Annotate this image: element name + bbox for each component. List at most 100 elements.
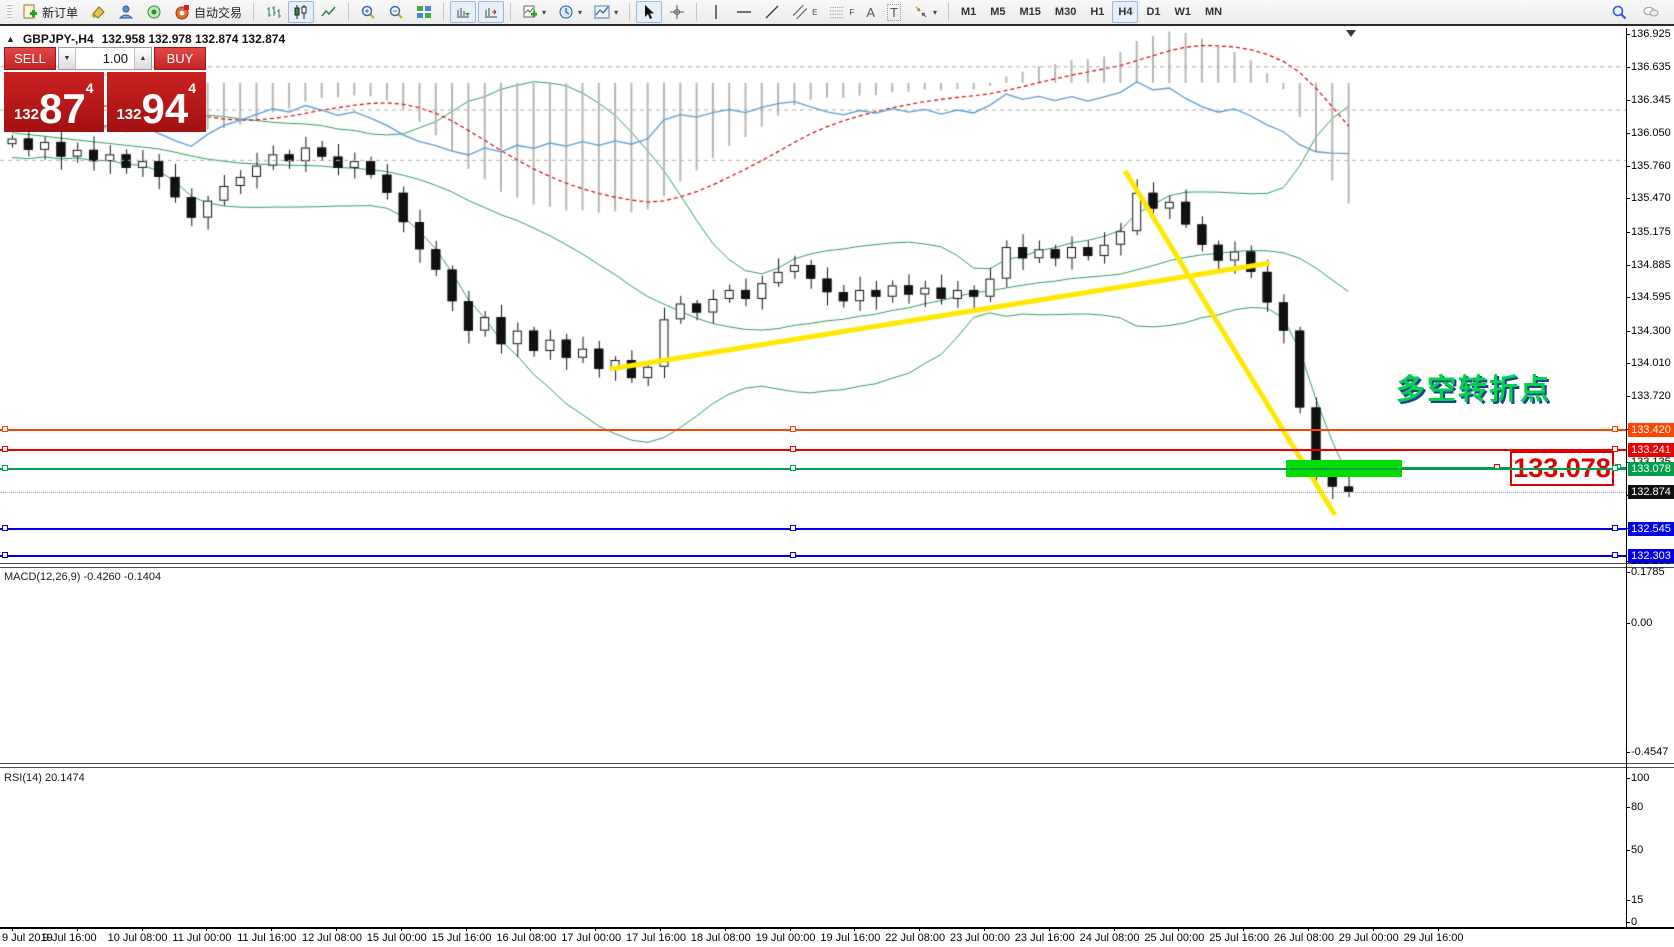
buy-price-pips: 94 [141,85,189,133]
volume-increase-button[interactable]: ▲ [134,48,151,69]
volume-decrease-button[interactable]: ▼ [59,48,76,69]
horizontal-level-line[interactable] [0,467,1626,470]
autotrade-icon [175,5,190,20]
trendline-tool-button[interactable] [759,1,785,23]
volume-input[interactable]: 1.00 [102,51,128,66]
chart-shift-marker[interactable] [1346,30,1356,37]
timeframe-m5-button[interactable]: M5 [984,1,1011,23]
sell-price-big-figure: 132 [13,106,39,123]
level-selection-handle[interactable] [1612,446,1618,453]
text-tool-icon: A [866,4,875,20]
candlestick-chart-button[interactable] [288,1,315,23]
level-selection-handle[interactable] [2,426,8,433]
timeframe-m30-button[interactable]: M30 [1049,1,1082,23]
toolbar-separator [510,3,512,21]
level-selection-handle[interactable] [2,464,8,471]
sell-quote-button[interactable]: 132 87 4 [4,72,104,132]
bid-price-line [0,491,1626,493]
level-selection-handle[interactable] [1612,552,1618,559]
time-tick-mark [1113,927,1115,931]
level-selection-handle[interactable] [1612,464,1618,471]
zoom-in-button[interactable] [355,1,381,23]
timeframe-h4-button[interactable]: H4 [1112,1,1139,23]
timeframe-label: W1 [1174,6,1192,18]
chinese-annotation-text[interactable]: 多空转折点 [1396,374,1552,406]
buy-button[interactable]: BUY [154,47,206,70]
cursor-icon [645,5,655,19]
price-tick-mark [1626,396,1630,398]
price-tick-label: 136.345 [1631,93,1671,106]
timeframe-h1-button[interactable]: H1 [1084,1,1110,23]
text-tool-button[interactable]: A [861,1,880,23]
toolbar-grip[interactable] [7,4,12,20]
autotrade-button[interactable]: 自动交易 [169,1,247,23]
time-axis-label: 16 Jul 08:00 [496,932,557,944]
horizontal-level-line[interactable] [0,527,1626,530]
time-axis-label: 29 Jul 16:00 [1403,932,1464,944]
timeframe-d1-button[interactable]: D1 [1140,1,1166,23]
hline-tool-button[interactable] [731,1,757,23]
rsi-pane-canvas[interactable] [0,28,1626,187]
horizontal-level-line[interactable] [0,449,1626,452]
chat-button[interactable] [1638,1,1664,23]
level-selection-handle[interactable] [790,426,796,433]
arrows-tool-dropdown[interactable]: ▾ [908,1,942,23]
price-axis-line [1626,28,1627,929]
time-tick-mark [336,927,337,931]
fibonacci-tool-button[interactable]: F [824,1,859,23]
channel-tool-button[interactable]: E [787,1,822,23]
macd-axis-label: 0.00 [1631,616,1653,629]
indicators-dropdown[interactable]: ▾ [589,1,623,23]
zoom-in-icon [361,5,375,19]
price-tick-label: 135.470 [1631,192,1671,205]
timeframe-m15-button[interactable]: M15 [1014,1,1047,23]
one-click-trading-panel: SELL ▼ 1.00 ▲ BUY 132 87 4 132 94 4 [4,47,206,132]
cursor-tool-button[interactable] [636,1,663,23]
volume-stepper: ▼ 1.00 ▲ [58,47,152,70]
buy-price-big-figure: 132 [116,106,142,123]
level-selection-handle[interactable] [1612,426,1618,433]
new-chart-dropdown[interactable]: ▾ [517,1,551,23]
rsi-axis-label: 100 [1631,772,1650,784]
level-selection-handle[interactable] [2,446,8,453]
dropdown-caret: ▾ [542,7,547,17]
level-selection-handle[interactable] [790,446,796,453]
styler-button[interactable] [85,1,111,23]
new-order-button[interactable]: 新订单 [17,1,83,23]
timeframe-m1-button[interactable]: M1 [955,1,982,23]
vline-tool-button[interactable] [703,1,729,23]
sell-button[interactable]: SELL [4,47,56,70]
rsi-tick-mark [1626,850,1630,851]
auto-scroll-button[interactable] [450,1,477,23]
rsi-pane-splitter[interactable] [0,763,1674,768]
level-selection-handle[interactable] [790,552,796,559]
level-selection-handle[interactable] [1612,524,1618,531]
macd-pane-splitter[interactable] [0,563,1674,568]
community-button[interactable] [113,1,139,23]
level-selection-handle[interactable] [2,552,8,559]
collapse-panel-arrow[interactable]: ▲ [6,34,15,44]
level-selection-handle[interactable] [790,524,796,531]
line-chart-button[interactable] [316,1,342,23]
signals-button[interactable] [141,1,167,23]
zoom-out-button[interactable] [383,1,409,23]
crosshair-tool-button[interactable] [664,1,690,23]
level-selection-handle[interactable] [2,524,8,531]
horizontal-level-line[interactable] [0,555,1626,558]
rsi-tick-mark [1626,922,1630,923]
tile-windows-button[interactable] [411,1,437,23]
timeframe-mn-button[interactable]: MN [1199,1,1228,23]
horizontal-level-line[interactable] [0,429,1626,432]
period-dropdown[interactable]: ▾ [553,1,587,23]
time-tick-mark [660,927,661,931]
time-axis-line [0,927,1674,929]
search-button[interactable] [1606,1,1632,23]
bar-chart-button[interactable] [260,1,286,23]
chart-shift-button[interactable] [478,1,505,23]
time-axis-label: 12 Jul 08:00 [302,932,362,944]
buy-quote-button[interactable]: 132 94 4 [106,72,206,133]
ohlc-readout: 132.958 132.978 132.874 132.874 [101,32,286,46]
timeframe-w1-button[interactable]: W1 [1169,1,1198,23]
level-selection-handle[interactable] [790,464,796,471]
text-label-tool-button[interactable]: T [882,1,906,23]
